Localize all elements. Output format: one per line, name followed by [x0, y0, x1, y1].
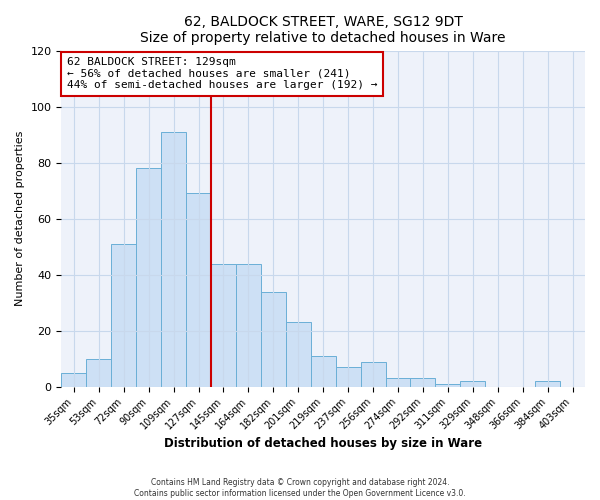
- Bar: [286, 322, 311, 387]
- Bar: [136, 168, 161, 387]
- Bar: [460, 381, 485, 387]
- Bar: [361, 362, 386, 387]
- Bar: [111, 244, 136, 387]
- Bar: [161, 132, 186, 387]
- Bar: [211, 264, 236, 387]
- X-axis label: Distribution of detached houses by size in Ware: Distribution of detached houses by size …: [164, 437, 482, 450]
- Text: 62 BALDOCK STREET: 129sqm
← 56% of detached houses are smaller (241)
44% of semi: 62 BALDOCK STREET: 129sqm ← 56% of detac…: [67, 58, 377, 90]
- Title: 62, BALDOCK STREET, WARE, SG12 9DT
Size of property relative to detached houses : 62, BALDOCK STREET, WARE, SG12 9DT Size …: [140, 15, 506, 45]
- Bar: [186, 194, 211, 387]
- Y-axis label: Number of detached properties: Number of detached properties: [15, 131, 25, 306]
- Bar: [335, 367, 361, 387]
- Bar: [61, 373, 86, 387]
- Bar: [236, 264, 261, 387]
- Bar: [535, 381, 560, 387]
- Bar: [86, 359, 111, 387]
- Bar: [436, 384, 460, 387]
- Bar: [261, 292, 286, 387]
- Bar: [386, 378, 410, 387]
- Bar: [410, 378, 436, 387]
- Text: Contains HM Land Registry data © Crown copyright and database right 2024.
Contai: Contains HM Land Registry data © Crown c…: [134, 478, 466, 498]
- Bar: [311, 356, 335, 387]
